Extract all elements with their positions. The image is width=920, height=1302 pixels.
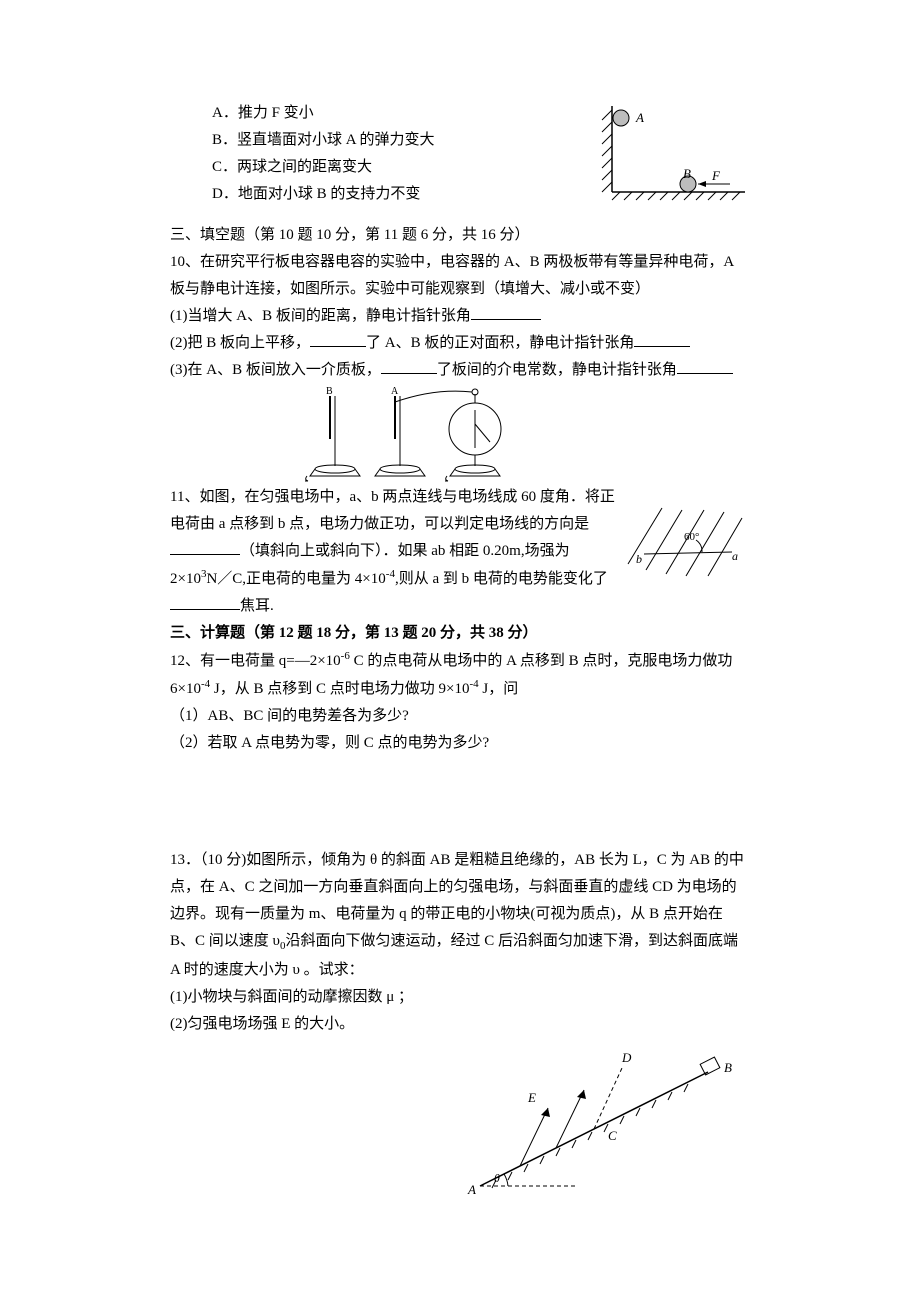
q10-p2-a: (2)把 B 板向上平移，: [170, 335, 310, 351]
q13-svg: θ C D E B A: [450, 1038, 740, 1198]
q13-A: A: [467, 1182, 476, 1197]
q11-stem-c: N／C,正电荷的电量为 4×10: [206, 571, 385, 587]
q9-label-B: B: [683, 166, 691, 181]
q13-D: D: [621, 1050, 632, 1065]
q10-p1: (1)当增大 A、B 板间的距离，静电计指针张角: [170, 303, 750, 330]
q10-label-A: A: [391, 386, 399, 397]
q10-svg: B A: [290, 384, 540, 484]
q9-label-F: F: [711, 168, 721, 183]
q10-p2: (2)把 B 板向上平移， 了 A、B 板的正对面积，静电计指针张角: [170, 330, 750, 357]
q12-exp-neg6: -6: [341, 650, 350, 662]
q12-a: 12、有一电荷量 q=—2×10: [170, 653, 341, 669]
section3-title: 三、填空题（第 10 题 10 分，第 11 题 6 分，共 16 分）: [170, 222, 750, 249]
spacer: [170, 757, 750, 847]
q9-label-A: A: [635, 110, 644, 125]
q13-p2: (2)匀强电场场强 E 的大小。: [170, 1011, 750, 1038]
q10-p3: (3)在 A、B 板间放入一介质板， 了板间的介电常数，静电计指针张角: [170, 357, 750, 384]
q13-p1: (1)小物块与斜面间的动摩擦因数 μ ；: [170, 984, 750, 1011]
q12-stem: 12、有一电荷量 q=—2×10-6 C 的点电荷从电场中的 A 点移到 B 点…: [170, 647, 750, 703]
q13-E: E: [527, 1090, 536, 1105]
q13-C: C: [608, 1128, 617, 1143]
q12-exp-neg4-1: -4: [201, 678, 210, 690]
q12-p1: （1）AB、BC 间的电势差各为多少?: [170, 703, 750, 730]
blank: [634, 331, 690, 347]
blank: [677, 358, 733, 374]
q10-stem: 10、在研究平行板电容器电容的实验中，电容器的 A、B 两极板带有等量异种电荷，…: [170, 249, 750, 303]
q11-angle: 60°: [684, 531, 699, 543]
q10-p2-b: 了 A、B 板的正对面积，静电计指针张角: [366, 335, 634, 351]
q10-label-B: B: [326, 386, 333, 397]
q11-label-b: b: [636, 552, 642, 566]
q9-svg: A B F: [590, 100, 750, 210]
q11-figure: 60° b a: [620, 502, 750, 582]
blank: [170, 594, 240, 610]
blank: [381, 358, 437, 374]
q13-theta: θ: [494, 1171, 500, 1185]
q11-stem-e: 焦耳.: [240, 598, 274, 614]
q9-figure: A B F: [590, 100, 750, 210]
q12-c: J，从 B 点移到 C 点时电场力做功 9×10: [210, 681, 469, 697]
blank: [170, 539, 240, 555]
q12-d: J，问: [479, 681, 519, 697]
q12-exp-neg4-2: -4: [469, 678, 478, 690]
q11-stem-a: 11、如图，在匀强电场中，a、b 两点连线与电场线成 60 度角．将正电荷由 a…: [170, 489, 615, 532]
section-calc-title: 三、计算题（第 12 题 18 分，第 13 题 20 分，共 38 分）: [170, 620, 750, 647]
q12-p2: （2）若取 A 点电势为零，则 C 点的电势为多少?: [170, 730, 750, 757]
q11-stem-d: ,则从 a 到 b 电荷的电势能变化了: [395, 571, 608, 587]
q11-block: 60° b a 11、如图，在匀强电场中，a、b 两点连线与电场线成 60 度角…: [170, 484, 750, 620]
q11-svg: 60° b a: [620, 502, 750, 582]
q13-B: B: [724, 1060, 732, 1075]
q13-stem: 13．（10 分)如图所示，倾角为 θ 的斜面 AB 是粗糙且绝缘的，AB 长为…: [170, 847, 750, 984]
q10-figure: B A: [170, 384, 750, 484]
q11-exp-neg4: -4: [386, 568, 395, 580]
q9-block: A B F A．推力 F 变小 B．竖直墙面对小球 A 的弹力变大 C．两球之间…: [170, 100, 750, 222]
q10-p1-text: (1)当增大 A、B 板间的距离，静电计指针张角: [170, 308, 471, 324]
q10-p3-b: 了板间的介电常数，静电计指针张角: [437, 362, 677, 378]
blank: [471, 304, 541, 320]
q11-label-a: a: [732, 549, 738, 563]
q13-figure: θ C D E B A: [170, 1038, 750, 1198]
q10-p3-a: (3)在 A、B 板间放入一介质板，: [170, 362, 381, 378]
blank: [310, 331, 366, 347]
